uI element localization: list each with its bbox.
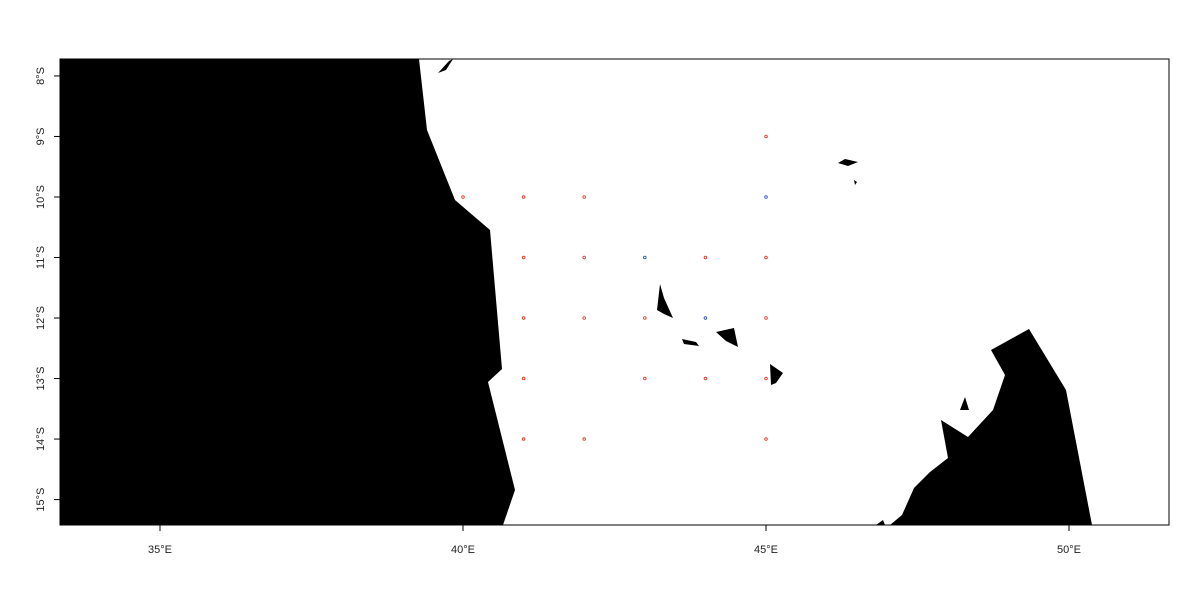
madagascar (890, 329, 1092, 525)
points-layer (461, 134, 768, 441)
madagascar-offshore-islet (960, 397, 969, 410)
land-layer (60, 59, 1092, 525)
station-point-red (521, 376, 526, 381)
station-point-red (764, 437, 768, 441)
x-tick-label: 40°E (451, 544, 475, 556)
aldabra-islet (838, 159, 858, 166)
station-point-red (643, 316, 647, 320)
x-tick-label: 50°E (1057, 544, 1081, 556)
y-tick-label: 13°S (35, 367, 47, 391)
x-axis: 35°E 40°E 45°E 50°E (148, 525, 1081, 556)
station-point-blue (703, 316, 708, 320)
station-point-red (582, 255, 586, 260)
y-axis: 8°S 9°S 10°S 11°S 12°S 13°S 14°S 15°S (35, 67, 60, 512)
station-point-red (582, 437, 586, 441)
anjouan-island (716, 328, 738, 347)
y-tick-label: 14°S (35, 427, 47, 451)
station-point-red (582, 316, 586, 320)
grande-comore-island (657, 284, 673, 318)
mayotte-island (770, 364, 783, 385)
station-point-red (582, 195, 586, 199)
station-point-red (461, 195, 465, 199)
x-tick-label: 35°E (148, 544, 172, 556)
moheli-island (682, 339, 699, 346)
station-point-red (703, 376, 708, 381)
station-point-red (521, 195, 526, 199)
station-point-red (521, 437, 526, 441)
x-tick-label: 45°E (754, 544, 778, 556)
station-point-blue (643, 255, 647, 260)
station-point-red (764, 316, 768, 320)
plot-frame (59, 58, 1170, 526)
y-tick-label: 9°S (35, 128, 47, 146)
station-point-red (764, 376, 768, 381)
station-point-blue (764, 195, 768, 199)
aldabra-islet-small (854, 180, 857, 185)
station-point-red (764, 134, 768, 139)
y-tick-label: 8°S (35, 67, 47, 85)
y-tick-label: 11°S (35, 246, 47, 269)
coastal-islet (438, 59, 453, 73)
mainland-africa (60, 59, 515, 525)
madagascar-south-islet (876, 520, 885, 525)
station-point-red (521, 316, 526, 320)
y-tick-label: 15°S (35, 488, 47, 512)
station-point-red (643, 376, 647, 381)
plot-panel (59, 58, 1170, 526)
station-point-red (521, 255, 526, 260)
y-tick-label: 10°S (35, 185, 47, 209)
station-point-red (764, 255, 768, 260)
y-tick-label: 12°S (35, 306, 47, 330)
station-point-red (703, 255, 708, 260)
